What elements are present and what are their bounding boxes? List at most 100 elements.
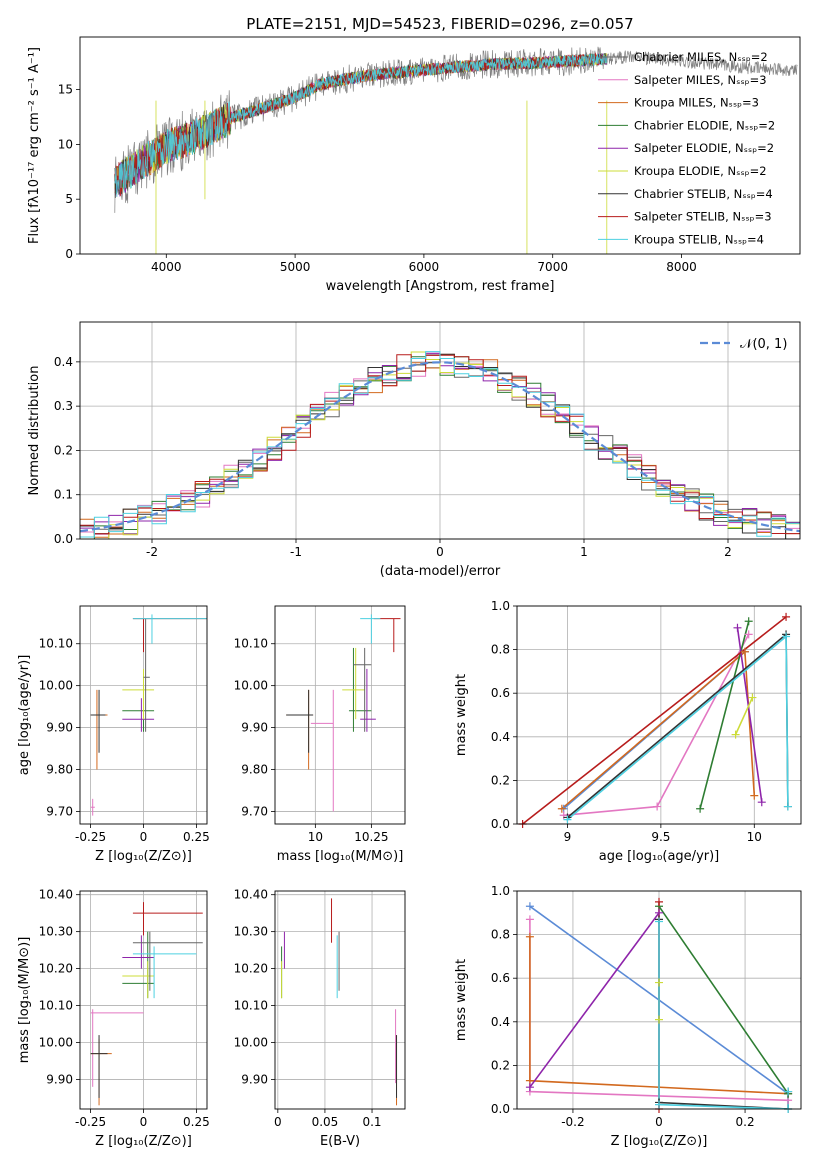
x-tick-label: 9: [564, 830, 572, 844]
weight-marker: [557, 804, 566, 813]
legend-label: Salpeter ELODIE, Nₛₛₚ=2: [634, 141, 774, 155]
weight-marker: [653, 802, 662, 811]
x-tick-label: 10.25: [354, 830, 388, 844]
axes-frame: [516, 890, 802, 1110]
y-tick-label: 0.0: [491, 1102, 510, 1116]
x-tick-label: 0.25: [183, 1115, 210, 1129]
x-tick-label: 10: [747, 830, 762, 844]
axes-frame: [274, 605, 406, 825]
weight-line: [658, 905, 789, 1095]
y-tick-label: 0: [65, 247, 73, 261]
weight-marker: [655, 978, 663, 987]
x-tick-label: 7000: [537, 260, 568, 274]
axes-frame: [274, 890, 406, 1110]
y-tick-label: 15: [58, 83, 73, 97]
weight-line: [529, 912, 660, 1088]
y-tick-label: 10.30: [234, 925, 268, 939]
y-tick-label: 0.3: [54, 399, 73, 413]
legend-label: Chabrier ELODIE, Nₛₛₚ=2: [634, 118, 775, 132]
x-axis-label: wavelength [Angstrom, rest frame]: [326, 279, 555, 294]
x-tick-label: 0: [436, 545, 444, 559]
plot-area: [90, 902, 203, 1106]
weight-marker: [655, 1100, 663, 1109]
y-tick-label: 10.10: [39, 637, 73, 651]
weight-marker: [783, 802, 792, 811]
x-tick-label: -0.25: [75, 1115, 106, 1129]
y-tick-label: 0.4: [54, 355, 73, 369]
x-tick-label: -2: [146, 545, 158, 559]
model-spectrum-7: [114, 52, 607, 197]
panel-ebv-mass: 0 0.05 0.1 9.90 10.00 10.10 10.20 10.30 10.40 E(B…: [234, 888, 406, 1149]
y-tick-label: 0.2: [491, 773, 510, 787]
y-tick-label: 0.1: [54, 488, 73, 502]
y-tick-label: 0.8: [491, 928, 510, 942]
weight-marker: [559, 811, 568, 820]
y-tick-label: 10: [58, 137, 73, 151]
figure-title: PLATE=2151, MJD=54523, FIBERID=0296, z=0…: [246, 15, 633, 33]
panel-z-weight: -0.2 0 0.2 0.0 0.2 0.4 0.6 0.8 1.0 Z [log₁₀(Z/Z⊙)…: [454, 884, 802, 1149]
weight-marker: [784, 1087, 793, 1096]
weight-marker: [525, 932, 534, 941]
weight-marker: [750, 791, 759, 800]
y-tick-label: 9.70: [46, 804, 73, 818]
gaussian-curve: [80, 361, 800, 533]
weight-marker: [655, 897, 663, 906]
legend-label: Salpeter STELIB, Nₛₛₚ=3: [634, 210, 772, 224]
y-axis-label: age [log₁₀(age/yr)]: [17, 655, 32, 776]
y-axis-label: Normed distribution: [27, 366, 42, 496]
legend-label: 𝒩(0, 1): [740, 337, 787, 352]
weight-marker: [525, 915, 534, 924]
x-tick-label: 9.5: [651, 830, 670, 844]
weight-marker: [782, 632, 791, 641]
y-tick-label: 0.4: [491, 1015, 510, 1029]
y-tick-label: 9.80: [241, 763, 268, 777]
x-tick-label: 5000: [280, 260, 311, 274]
x-tick-label: 6000: [409, 260, 440, 274]
panel-age-weight: 9 9.5 10 0.0 0.2 0.4 0.6 0.8 1.0 age [log₁₀(age/y…: [454, 599, 802, 864]
panel-spectrum: 4000 5000 6000 7000 8000 0 5 10 15 wavelength [An…: [27, 36, 801, 294]
weight-marker: [744, 617, 753, 626]
y-tick-label: 10.10: [234, 637, 268, 651]
legend-label: Kroupa STELIB, Nₛₛₚ=4: [634, 232, 764, 246]
y-tick-label: 0.6: [491, 971, 510, 985]
x-tick-label: -0.25: [75, 830, 106, 844]
panel-mass-age: 10 10.25 9.70 9.80 9.90 10.00 10.10 mass [log₁₀…: [234, 605, 406, 864]
y-tick-label: 0.0: [54, 532, 73, 546]
y-tick-label: 10.00: [234, 1035, 268, 1049]
y-tick-label: 9.90: [46, 721, 73, 735]
y-tick-label: 10.20: [39, 962, 73, 976]
weight-marker: [757, 798, 766, 807]
x-tick-label: 0: [274, 1115, 282, 1129]
x-tick-label: 0.25: [183, 830, 210, 844]
weight-marker: [733, 623, 742, 632]
x-tick-label: 0: [140, 1115, 148, 1129]
plot-area: [522, 616, 789, 824]
x-tick-label: 0: [655, 1115, 663, 1129]
y-tick-label: 10.10: [39, 999, 73, 1013]
y-tick-label: 9.90: [241, 721, 268, 735]
y-axis-label: Flux [fλ10⁻¹⁷ erg cm⁻² s⁻¹ A⁻¹]: [27, 47, 42, 244]
x-axis-label: mass [log₁₀(M/M⊙)]: [277, 849, 404, 864]
weight-marker: [740, 647, 749, 656]
x-tick-label: -0.2: [561, 1115, 584, 1129]
x-tick-label: 1: [580, 545, 588, 559]
y-tick-label: 1.0: [491, 599, 510, 613]
weight-marker: [696, 804, 705, 813]
y-tick-label: 10.20: [234, 962, 268, 976]
y-axis-label: mass [log₁₀(M/M⊙)]: [17, 937, 32, 1064]
y-axis-label: mass weight: [454, 674, 469, 756]
y-tick-label: 10.40: [39, 888, 73, 902]
weight-line: [522, 616, 787, 824]
x-tick-label: 0.2: [736, 1115, 755, 1129]
y-axis-label: mass weight: [454, 959, 469, 1041]
y-tick-label: 0.8: [491, 643, 510, 657]
x-tick-label: 0: [140, 830, 148, 844]
x-axis-label: Z [log₁₀(Z/Z⊙)]: [95, 849, 192, 864]
y-tick-label: 9.90: [241, 1072, 268, 1086]
x-axis-label: Z [log₁₀(Z/Z⊙)]: [611, 1134, 708, 1149]
y-tick-label: 9.70: [241, 804, 268, 818]
x-tick-label: 4000: [151, 260, 182, 274]
legend-label: Chabrier STELIB, Nₛₛₚ=4: [634, 187, 773, 201]
x-tick-label: 10: [308, 830, 323, 844]
